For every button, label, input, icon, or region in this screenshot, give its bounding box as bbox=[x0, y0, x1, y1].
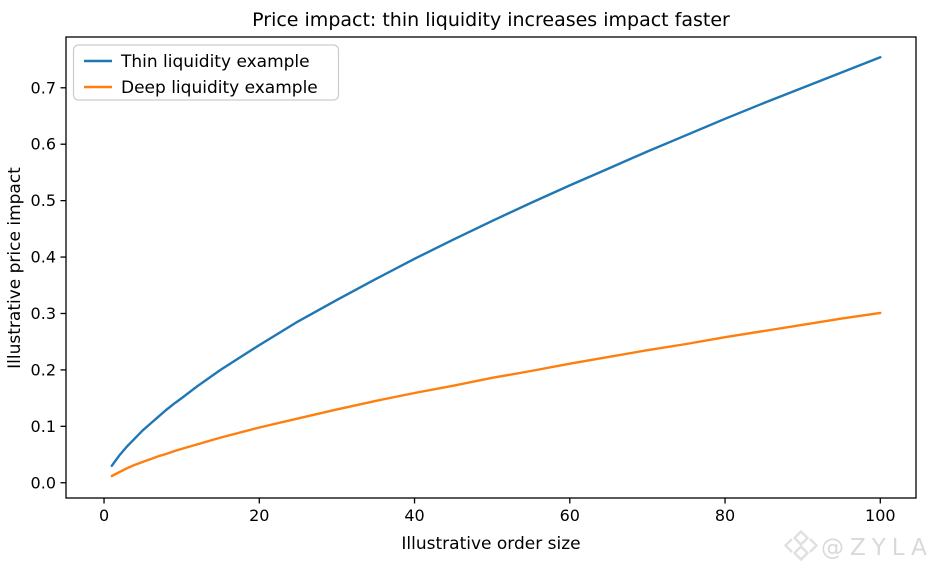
x-tick-label: 40 bbox=[404, 506, 424, 525]
x-axis-ticks: 0 20 40 60 80 100 bbox=[99, 498, 896, 525]
y-tick-label: 0.2 bbox=[31, 360, 56, 379]
y-tick-label: 0.1 bbox=[31, 417, 56, 436]
x-tick-label: 60 bbox=[560, 506, 580, 525]
legend: Thin liquidity example Deep liquidity ex… bbox=[72, 44, 340, 101]
legend-label-deep: Deep liquidity example bbox=[121, 78, 318, 98]
y-tick-label: 0.0 bbox=[31, 473, 56, 492]
x-tick-label: 0 bbox=[99, 506, 109, 525]
y-tick-label: 0.5 bbox=[31, 191, 56, 210]
watermark: @ZYLA bbox=[783, 529, 930, 562]
plot-border bbox=[65, 36, 917, 499]
x-tick-label: 20 bbox=[249, 506, 269, 525]
deep-liquidity-line bbox=[110, 311, 882, 478]
y-axis-ticks: 0.0 0.1 0.2 0.3 0.4 0.5 0.6 0.7 bbox=[31, 78, 66, 492]
diamond-ornament-icon bbox=[783, 529, 819, 562]
y-tick-label: 0.6 bbox=[31, 135, 56, 154]
x-tick-label: 100 bbox=[865, 506, 896, 525]
x-tick-label: 80 bbox=[715, 506, 735, 525]
y-tick-label: 0.7 bbox=[31, 78, 56, 97]
legend-label-thin: Thin liquidity example bbox=[120, 52, 310, 72]
chart-title: Price impact: thin liquidity increases i… bbox=[252, 9, 730, 31]
x-axis-label: Illustrative order size bbox=[401, 534, 580, 554]
watermark-text: @ZYLA bbox=[821, 535, 930, 561]
legend-box bbox=[72, 44, 340, 101]
thin-liquidity-line bbox=[110, 56, 882, 467]
y-tick-label: 0.3 bbox=[31, 304, 56, 323]
y-axis-label: Illustrative price impact bbox=[5, 167, 25, 369]
y-tick-label: 0.4 bbox=[31, 248, 56, 267]
